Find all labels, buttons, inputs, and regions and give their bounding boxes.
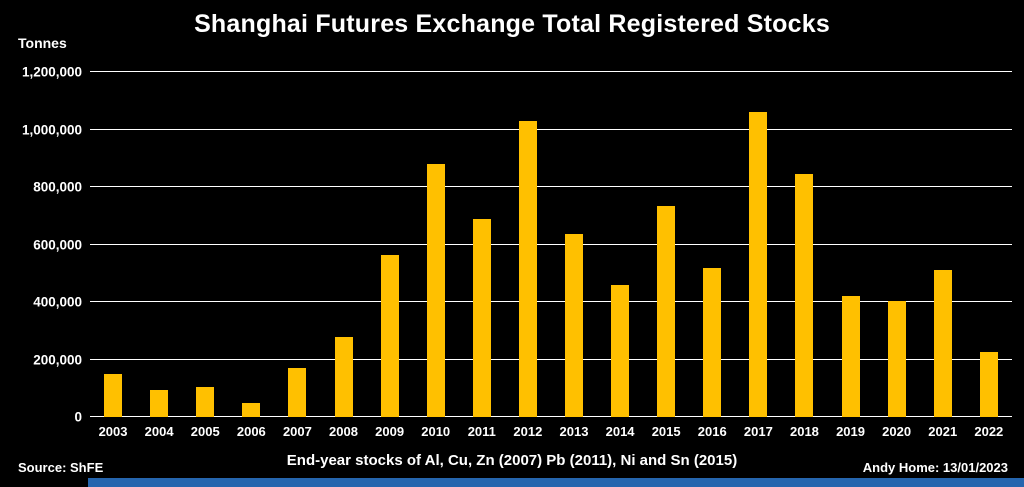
bar-slot-2019 — [828, 72, 874, 417]
gridline — [90, 301, 1012, 302]
bar-slot-2014 — [597, 72, 643, 417]
bar-2021 — [933, 270, 952, 417]
bar-slot-2008 — [320, 72, 366, 417]
bar-slot-2003 — [90, 72, 136, 417]
bar-2013 — [564, 234, 583, 417]
gridline — [90, 358, 1012, 360]
y-tick-label: 800,000 — [33, 179, 82, 195]
bar-2003 — [104, 373, 123, 417]
gridline — [90, 71, 1012, 72]
bar-slot-2020 — [874, 72, 920, 417]
y-tick-label: 400,000 — [33, 294, 82, 310]
y-axis-unit-label: Tonnes — [18, 35, 67, 51]
bar-2017 — [749, 112, 768, 417]
y-tick-label: 200,000 — [33, 352, 82, 367]
x-tick-label-2021: 2021 — [928, 424, 958, 439]
bar-2015 — [657, 205, 676, 417]
x-tick-label-2015: 2015 — [651, 424, 681, 439]
gridline — [90, 243, 1012, 245]
gridline — [90, 186, 1012, 187]
y-tick-label: 600,000 — [33, 237, 82, 252]
gridline — [90, 128, 1012, 130]
bar-slot-2016 — [689, 72, 735, 417]
chart-title: Shanghai Futures Exchange Total Register… — [194, 10, 830, 38]
x-tick-label-2022: 2022 — [974, 424, 1004, 439]
bar-2020 — [887, 300, 906, 417]
x-tick-label-2004: 2004 — [144, 424, 174, 439]
bar-slot-2009 — [367, 72, 413, 417]
bar-slot-2012 — [505, 72, 551, 417]
bar-2004 — [150, 389, 169, 417]
y-tick-label: 0 — [74, 409, 82, 425]
x-tick-label-2007: 2007 — [282, 424, 312, 439]
x-tick-label-2010: 2010 — [421, 424, 451, 439]
bar-slot-2010 — [413, 72, 459, 417]
bar-slot-2015 — [643, 72, 689, 417]
bar-slot-2021 — [920, 72, 966, 417]
bar-2016 — [703, 267, 722, 417]
x-tick-label-2005: 2005 — [190, 424, 220, 439]
x-tick-label-2014: 2014 — [605, 424, 635, 439]
bar-2011 — [472, 218, 491, 417]
bars-layer — [90, 72, 1012, 417]
bar-2007 — [288, 368, 307, 417]
bar-2010 — [426, 164, 445, 417]
bar-2019 — [841, 296, 860, 417]
x-tick-label-2008: 2008 — [329, 424, 358, 439]
bar-2008 — [334, 336, 353, 417]
bar-slot-2022 — [966, 72, 1012, 417]
bar-2009 — [380, 254, 399, 417]
bar-2006 — [242, 402, 261, 417]
gridline — [90, 416, 1012, 417]
bar-slot-2005 — [182, 72, 228, 417]
credit-label: Andy Home: 13/01/2023 — [862, 460, 1008, 475]
bar-2022 — [979, 352, 998, 417]
bar-2012 — [518, 120, 537, 417]
bar-slot-2018 — [781, 72, 827, 417]
x-tick-label-2013: 2013 — [559, 424, 589, 439]
bar-slot-2006 — [228, 72, 274, 417]
x-tick-label-2018: 2018 — [789, 424, 819, 439]
bar-2018 — [795, 174, 814, 417]
source-label: Source: ShFE — [18, 460, 104, 475]
x-tick-label-2019: 2019 — [836, 424, 865, 439]
bar-2005 — [196, 386, 215, 417]
bar-slot-2007 — [274, 72, 320, 417]
x-tick-label-2011: 2011 — [467, 424, 496, 439]
y-tick-label: 1,200,000 — [21, 64, 82, 80]
y-tick-label: 1,000,000 — [21, 122, 82, 137]
plot-area — [90, 71, 1012, 417]
chart-subtitle-caption: End-year stocks of Al, Cu, Zn (2007) Pb … — [286, 452, 738, 469]
x-tick-label-2012: 2012 — [513, 424, 543, 439]
x-tick-label-2017: 2017 — [743, 424, 773, 439]
x-tick-label-2016: 2016 — [697, 424, 727, 439]
x-tick-label-2003: 2003 — [98, 424, 128, 439]
x-axis-tick-labels: 2003 2004 2005 2006 2007 2008 2009 2010 2011 2012… — [90, 424, 1012, 439]
y-axis-tick-labels: 0 200,000 400,000 600,000 800,000 1,000,000 1,… — [0, 65, 84, 425]
bar-slot-2011 — [459, 72, 505, 417]
bar-2014 — [611, 284, 630, 417]
x-tick-label-2020: 2020 — [882, 424, 912, 439]
x-tick-label-2009: 2009 — [375, 424, 405, 439]
bar-slot-2013 — [551, 72, 597, 417]
bar-slot-2017 — [735, 72, 781, 417]
bottom-strip — [88, 478, 1024, 487]
x-tick-label-2006: 2006 — [236, 424, 266, 439]
bar-slot-2004 — [136, 72, 182, 417]
